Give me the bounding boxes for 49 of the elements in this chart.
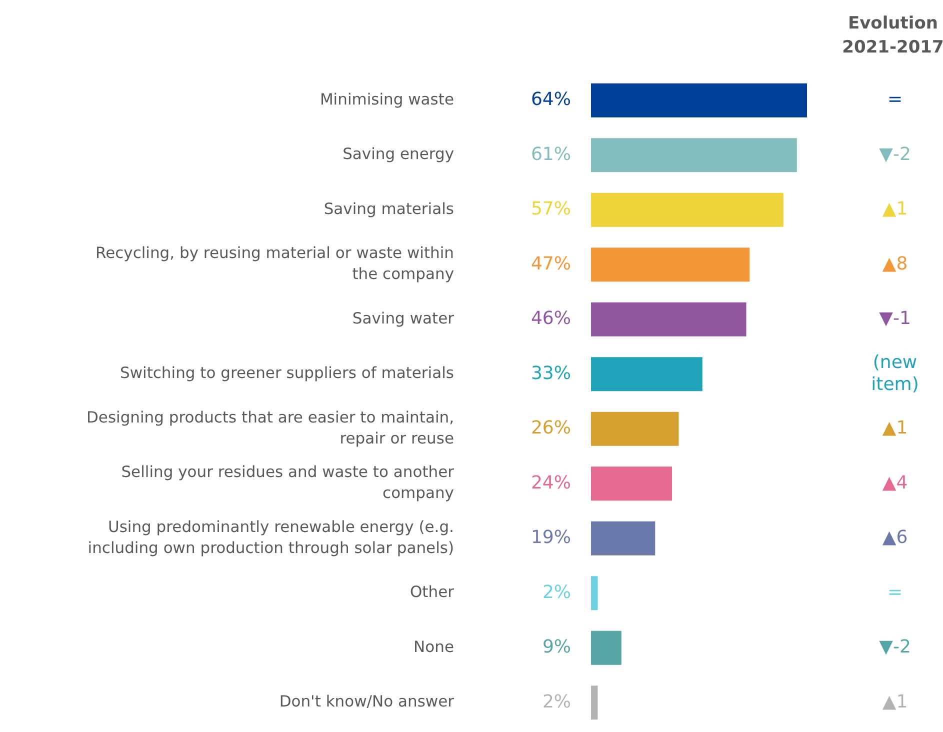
data-label: 9% [542, 636, 571, 658]
bar [591, 576, 598, 610]
data-label: 26% [530, 418, 571, 439]
bar [591, 248, 750, 282]
bar [591, 138, 797, 172]
bar [591, 412, 679, 446]
text: = [887, 582, 903, 603]
bar [591, 521, 656, 556]
text: ▲1 [882, 198, 908, 220]
bar [591, 192, 784, 227]
text: ▲8 [882, 253, 908, 274]
data-label: 46% [530, 308, 571, 330]
data-label: 24% [530, 472, 571, 494]
data-label: 2% [542, 691, 571, 712]
bar [591, 302, 746, 336]
y-tick-label: Minimising waste [320, 90, 454, 108]
text: ▲4 [882, 472, 908, 494]
bar [591, 357, 702, 392]
text: ▲1 [882, 691, 908, 712]
data-label: 33% [530, 362, 571, 384]
data-label: 64% [530, 89, 571, 110]
y-tick-label: Designing products that are easier to maintain, repair or reuse [86, 408, 454, 448]
data-label: 61% [530, 144, 571, 165]
y-tick-label: Saving materials [324, 200, 454, 218]
bar [591, 630, 622, 665]
y-tick-label: Don't know/No answer [279, 692, 455, 711]
bar [591, 466, 672, 501]
y-tick-label: Other [410, 583, 455, 602]
y-tick-label: Saving water [352, 309, 455, 328]
data-label: 47% [530, 253, 571, 274]
y-tick-label: None [414, 638, 454, 656]
y-tick-label: Recycling, by reusing material or waste within the company [96, 244, 454, 284]
text: Evolution 2021-2017 [842, 13, 943, 58]
data-label: 2% [542, 582, 571, 603]
text: ▲1 [882, 418, 908, 439]
y-tick-label: Using predominantly renewable energy (e.g. including own production through solar panels) [88, 518, 454, 557]
text: (new item) [871, 352, 919, 395]
text: ▼-1 [879, 308, 911, 330]
y-tick-label: Selling your residues and waste to another company [121, 463, 455, 502]
bar [591, 83, 807, 118]
text: ▲6 [882, 527, 908, 548]
data-label: 19% [530, 527, 571, 548]
text: ▼-2 [879, 636, 911, 658]
bar [591, 686, 598, 720]
text: = [887, 89, 903, 110]
y-tick-label: Saving energy [342, 145, 454, 164]
y-tick-label: Switching to greener suppliers of materials [120, 364, 454, 382]
data-label: 57% [530, 198, 571, 220]
text: ▼-2 [879, 144, 911, 165]
